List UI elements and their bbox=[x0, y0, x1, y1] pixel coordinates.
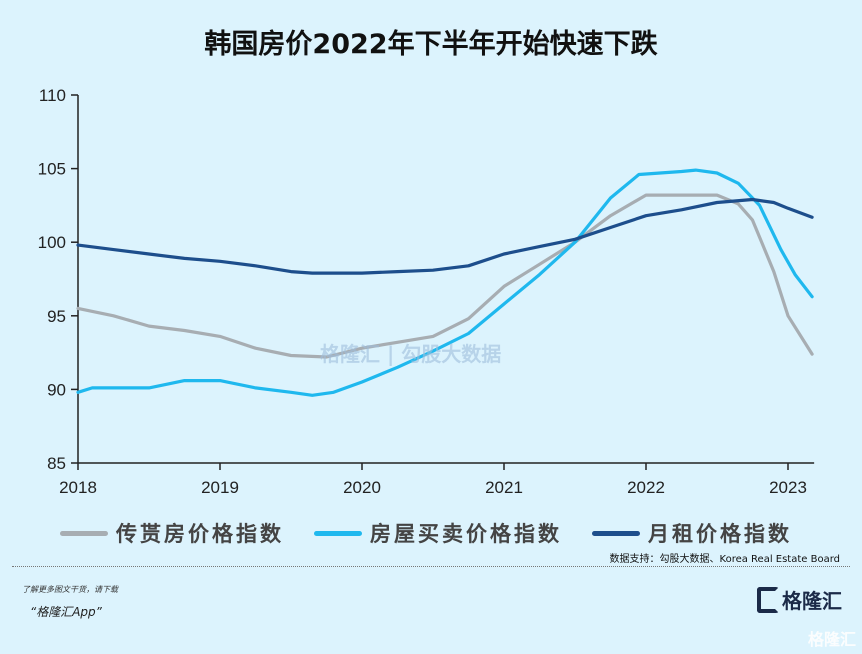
legend-label: 房屋买卖价格指数 bbox=[370, 521, 562, 546]
legend-item: 房屋买卖价格指数 bbox=[314, 518, 562, 548]
watermark: 格隆汇 bbox=[807, 630, 856, 649]
legend-swatch bbox=[592, 530, 640, 536]
x-tick-label: 2023 bbox=[769, 478, 807, 497]
legend-swatch bbox=[60, 530, 108, 536]
y-tick-label: 85 bbox=[47, 454, 66, 473]
y-tick-label: 105 bbox=[38, 160, 66, 179]
promo-text: 了解更多图文干货，请下载 bbox=[22, 585, 118, 594]
series-line bbox=[76, 197, 814, 275]
y-tick-label: 90 bbox=[47, 380, 66, 399]
legend-swatch bbox=[314, 530, 362, 536]
legend-item: 传贳房价格指数 bbox=[60, 518, 284, 548]
chart-watermark: 格隆汇 | 勾股大数据 bbox=[320, 342, 502, 366]
y-tick-label: 100 bbox=[38, 233, 66, 252]
legend-label: 传贳房价格指数 bbox=[116, 521, 284, 546]
x-tick-label: 2021 bbox=[485, 478, 523, 497]
y-tick-label: 110 bbox=[39, 86, 66, 105]
series-line bbox=[76, 193, 814, 359]
legend-label: 月租价格指数 bbox=[648, 521, 792, 546]
x-tick-label: 2019 bbox=[201, 478, 239, 497]
line-chart: 85 90 95 100 105 110 2018 2019 2020 2021 2022 2023 bbox=[38, 86, 815, 497]
legend: 传贳房价格指数 房屋买卖价格指数 月租价格指数 bbox=[60, 518, 792, 548]
divider bbox=[12, 566, 850, 567]
x-tick-label: 2022 bbox=[627, 478, 665, 497]
x-tick-label: 2020 bbox=[343, 478, 381, 497]
promo-app-name: “格隆汇App” bbox=[30, 605, 102, 619]
data-source: 数据支持：勾股大数据、Korea Real Estate Board bbox=[609, 554, 840, 565]
x-tick-label: 2018 bbox=[59, 478, 97, 497]
logo-text: 格隆汇 bbox=[782, 589, 842, 613]
y-tick-label: 95 bbox=[47, 307, 66, 326]
logo-g-icon bbox=[757, 586, 779, 613]
logo: 格隆汇 bbox=[757, 585, 842, 614]
series-line bbox=[76, 168, 814, 397]
legend-item: 月租价格指数 bbox=[592, 518, 792, 548]
chart-title: 韩国房价2022年下半年开始快速下跌 bbox=[204, 29, 658, 60]
